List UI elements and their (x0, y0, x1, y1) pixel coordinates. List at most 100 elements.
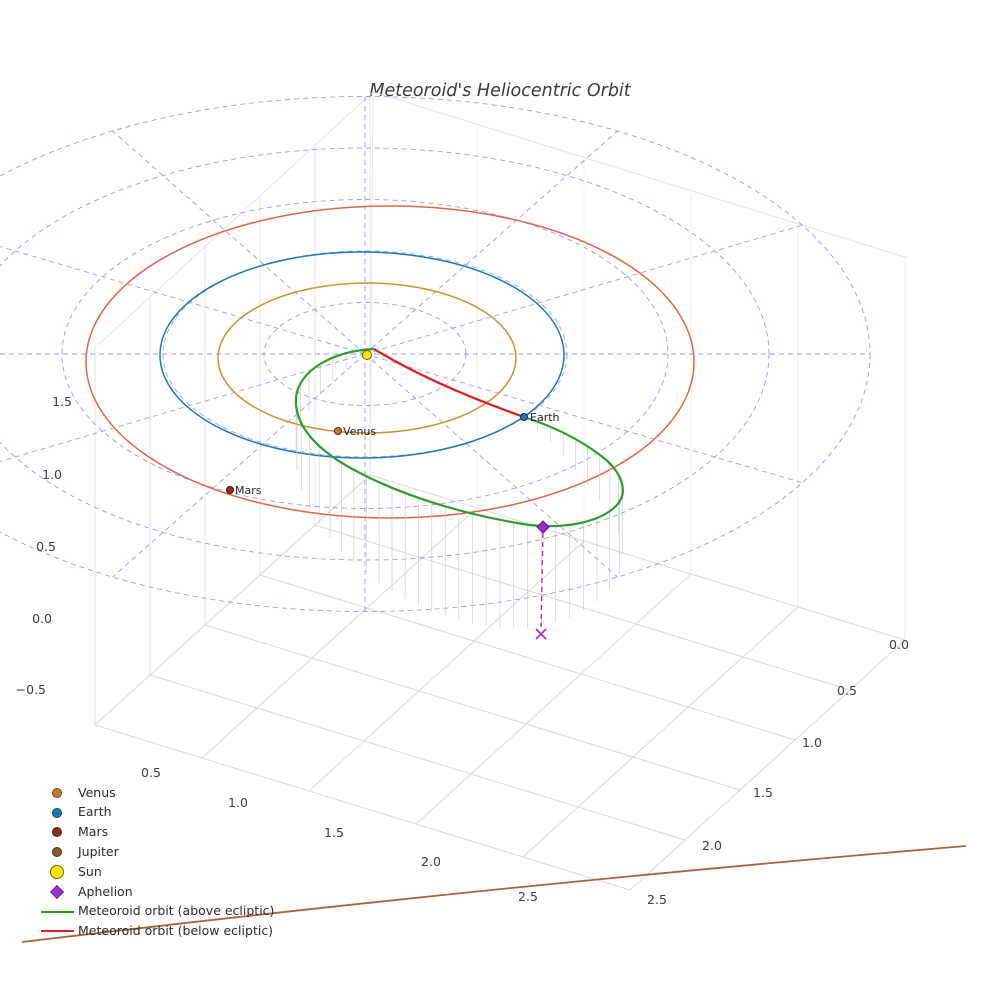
z-tick-label: 1.5 (52, 394, 72, 409)
legend-marker-shape (52, 847, 62, 858)
legend-item-jupiter: Jupiter (38, 842, 274, 862)
venus-marker (334, 427, 342, 435)
x-tick-label: 1.0 (228, 795, 248, 810)
meteoroid-above-ecliptic-path (294, 347, 624, 528)
body-markers: Venus Earth Mars (226, 350, 560, 497)
grid-radial (0, 353, 366, 462)
legend-dot-icon (38, 847, 76, 858)
floor-grid-line (415, 573, 692, 825)
floor-grid (94, 474, 906, 891)
legend-item-aphelion: Aphelion (38, 882, 274, 902)
legend-dot-icon (38, 865, 76, 880)
floor-grid-line (369, 474, 906, 641)
aphelion-projection (535, 532, 547, 640)
y-tick-label: 1.5 (753, 785, 773, 800)
orbit-stems (295, 350, 624, 628)
x-tick-label: 0.5 (141, 765, 161, 780)
axis-ticks: 1.5 1.0 0.5 0.0 −0.5 0.5 1.0 1.5 2.0 2.5 0.0 0.5 1.0… (16, 394, 909, 907)
legend-label: Jupiter (78, 844, 119, 860)
y-tick-label: 0.5 (837, 683, 857, 698)
legend-marker-shape (52, 807, 62, 818)
y-tick-label: 1.0 (802, 735, 822, 750)
legend-label: Mars (78, 824, 109, 840)
y-tick-label: 2.5 (647, 892, 667, 907)
legend-item-sun: Sun (38, 862, 274, 882)
floor-grid-line (149, 674, 686, 841)
aphelion-marker (536, 520, 550, 534)
legend-label: Earth (78, 804, 112, 820)
earth-marker (520, 413, 528, 421)
legend-label: Venus (78, 784, 116, 800)
legend-label: Aphelion (78, 883, 133, 899)
x-tick-label: 2.5 (518, 889, 538, 904)
legend-dot-icon (38, 807, 76, 818)
legend-line-swatch (38, 910, 76, 913)
grid-radial (112, 353, 366, 578)
floor-grid-line (94, 724, 631, 891)
legend-diamond-icon (38, 884, 76, 899)
z-tick-label: −0.5 (16, 682, 46, 697)
legend-line-swatch (38, 930, 76, 933)
legend-label: Meteoroid orbit (below ecliptic) (78, 923, 274, 939)
floor-grid-line (94, 474, 371, 726)
floor-grid-line (204, 624, 741, 791)
legend-item-mars: Mars (38, 823, 274, 843)
grid-radial (364, 130, 618, 355)
meteoroid-orbit (294, 347, 624, 528)
sun-marker (362, 350, 372, 360)
legend-item-venus: Venus (38, 783, 274, 803)
legend-line-sample (40, 930, 74, 933)
wall-top-edge (372, 91, 909, 259)
grid-radial (112, 130, 366, 355)
aphelion-projection-x-icon (535, 628, 547, 640)
back-walls (94, 91, 909, 725)
y-tick-label: 2.0 (702, 838, 722, 853)
earth-marker-label: Earth (530, 411, 560, 424)
mars-marker-label: Mars (235, 484, 262, 497)
z-tick-label: 1.0 (42, 467, 62, 482)
x-tick-label: 1.5 (324, 825, 344, 840)
floor-grid-line (314, 524, 851, 691)
x-tick-label: 2.0 (421, 854, 441, 869)
legend-item-meteoroid-orbit-below-ecliptic: Meteoroid orbit (below ecliptic) (38, 922, 274, 942)
grid-radial (0, 246, 366, 355)
legend-marker-shape (52, 787, 62, 798)
plot-title: Meteoroid's Heliocentric Orbit (369, 81, 631, 101)
legend-label: Meteoroid orbit (above ecliptic) (78, 903, 275, 919)
legend-line-sample (40, 910, 74, 913)
ecliptic-polar-grid (0, 96, 871, 612)
legend: Venus Earth Mars Jupiter Sun Aphelion Meteoroi… (38, 783, 274, 941)
floor-grid-line (259, 574, 796, 741)
floor-grid-line (522, 606, 799, 858)
meteoroid-below-ecliptic-path (373, 348, 525, 419)
z-tick-label: 0.0 (32, 611, 52, 626)
legend-marker-shape (52, 827, 62, 838)
legend-label: Sun (78, 863, 102, 879)
grid-radial (364, 353, 618, 578)
grid-radial (364, 353, 803, 484)
floor-grid-line (629, 639, 906, 891)
grid-circle (61, 199, 669, 509)
mars-marker (226, 486, 234, 494)
jupiter-orbit (21, 845, 967, 943)
grid-radial (364, 224, 803, 355)
floor-grid-line (308, 540, 585, 792)
grid-circle (0, 147, 770, 561)
earth-orbit (159, 251, 565, 459)
wall-top-edge (97, 91, 374, 346)
z-tick-label: 0.5 (36, 539, 56, 554)
venus-orbit (217, 282, 517, 434)
mars-orbit (85, 205, 695, 519)
floor-grid-line (201, 507, 478, 759)
legend-dot-icon (38, 827, 76, 838)
y-tick-label: 0.0 (889, 637, 909, 652)
legend-marker-shape (49, 884, 65, 899)
aphelion-drop-line (540, 532, 544, 628)
legend-marker-shape (50, 865, 64, 880)
legend-item-meteoroid-orbit-above-ecliptic: Meteoroid orbit (above ecliptic) (38, 902, 274, 922)
legend-dot-icon (38, 787, 76, 798)
venus-marker-label: Venus (343, 425, 376, 438)
legend-item-earth: Earth (38, 803, 274, 823)
